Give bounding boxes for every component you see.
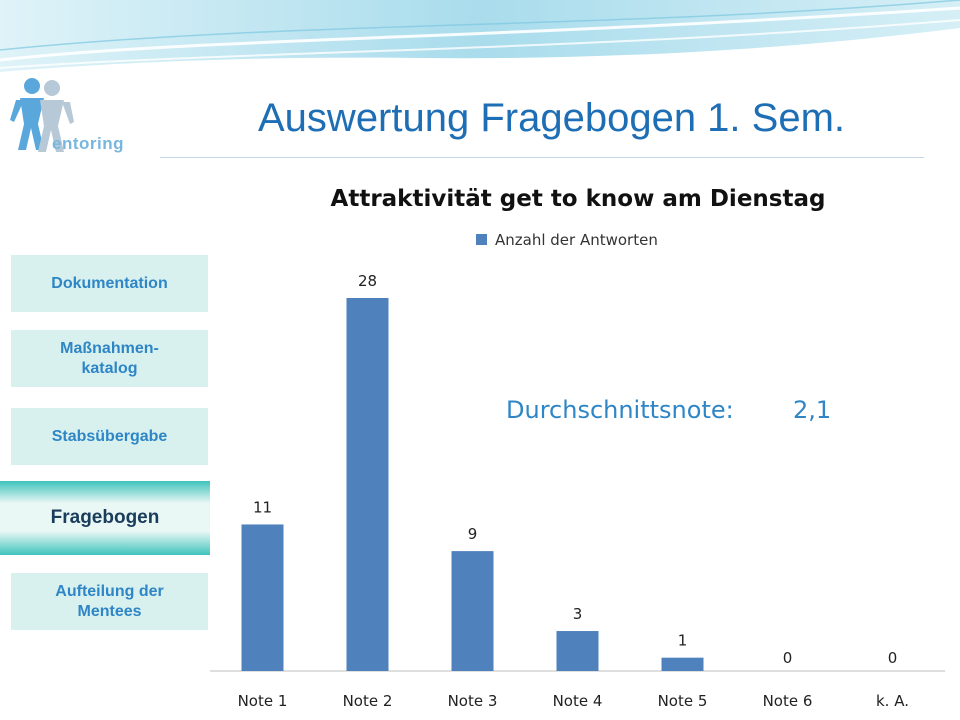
x-tick-label: Note 5 xyxy=(658,692,708,710)
header-wave-decoration xyxy=(0,0,960,72)
legend-label: Anzahl der Antworten xyxy=(495,231,658,249)
x-tick-label: Note 3 xyxy=(448,692,498,710)
logo-text: entoring xyxy=(52,134,124,153)
x-tick-label: Note 2 xyxy=(343,692,393,710)
bar-note-2 xyxy=(346,298,389,671)
x-tick-label: Note 1 xyxy=(238,692,288,710)
nav-dokumentation[interactable]: Dokumentation xyxy=(11,255,208,312)
data-label: 0 xyxy=(888,649,898,667)
x-tick-label: k. A. xyxy=(876,692,909,710)
bar-note-4 xyxy=(556,631,599,671)
bar-note-5 xyxy=(661,657,704,671)
chart-title: Attraktivität get to know am Dienstag xyxy=(331,186,826,212)
average-value: 2,1 xyxy=(793,396,831,424)
data-label: 11 xyxy=(253,498,272,516)
nav-stabsuebergabe[interactable]: Stabsübergabe xyxy=(11,408,208,465)
mentoring-logo xyxy=(10,78,74,152)
bars-layer: 11 Note 1 28 Note 2 9 Note 3 3 Note 4 1 Note 5 0 No… xyxy=(238,272,909,710)
legend-swatch xyxy=(476,234,487,245)
data-label: 28 xyxy=(358,272,377,290)
average-label: Durchschnittsnote: xyxy=(506,396,734,424)
data-label: 9 xyxy=(468,525,478,543)
x-tick-label: Note 6 xyxy=(763,692,813,710)
nav-fragebogen[interactable]: Fragebogen xyxy=(0,481,210,555)
data-label: 1 xyxy=(678,632,688,650)
bar-note-1 xyxy=(241,524,284,671)
data-label: 0 xyxy=(783,649,793,667)
data-label: 3 xyxy=(573,605,583,623)
bar-note-3 xyxy=(451,551,494,671)
title-divider xyxy=(160,157,924,158)
nav-aufteilung-mentees[interactable]: Aufteilung der Mentees xyxy=(11,573,208,630)
x-tick-label: Note 4 xyxy=(553,692,603,710)
nav-massnahmenkatalog[interactable]: Maßnahmen- katalog xyxy=(11,330,208,387)
page-title: Auswertung Fragebogen 1. Sem. xyxy=(258,96,846,140)
